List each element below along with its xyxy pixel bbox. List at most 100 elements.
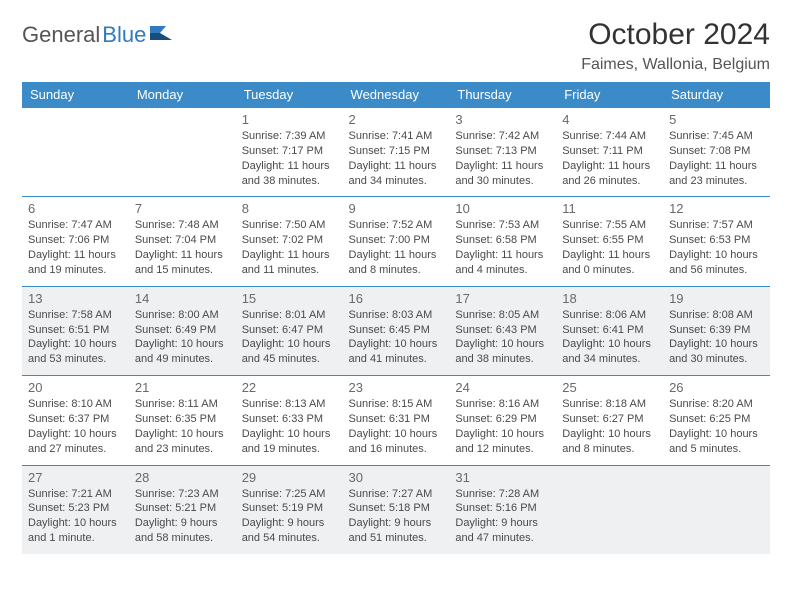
day-details: Sunrise: 7:50 AMSunset: 7:02 PMDaylight:… [242, 218, 337, 277]
calendar-day: 7Sunrise: 7:48 AMSunset: 7:04 PMDaylight… [129, 197, 236, 286]
weekday-row: SundayMondayTuesdayWednesdayThursdayFrid… [22, 82, 770, 108]
title-block: October 2024 Faimes, Wallonia, Belgium [581, 18, 770, 74]
day-number: 6 [28, 201, 123, 216]
day-number: 25 [562, 380, 657, 395]
brand-part2: Blue [102, 22, 146, 48]
day-number: 3 [455, 112, 550, 127]
calendar-day: 24 Sunrise: 8:16 AMSunset: 6:29 PMDayligh… [449, 376, 556, 465]
calendar-day [129, 108, 236, 197]
calendar-week: 1 Sunrise: 7:39 AMSunset: 7:17 PMDaylight… [22, 108, 770, 197]
calendar-body: 1 Sunrise: 7:39 AMSunset: 7:17 PMDaylight… [22, 108, 770, 554]
day-number: 16 [349, 291, 444, 306]
day-details: Sunrise: 8:15 AMSunset: 6:31 PMDaylight:… [349, 397, 444, 456]
day-number: 30 [349, 470, 444, 485]
day-details: Sunrise: 7:25 AMSunset: 5:19 PMDaylight:… [242, 487, 337, 546]
day-number: 5 [669, 112, 764, 127]
weekday-header: Wednesday [343, 82, 450, 108]
day-number: 22 [242, 380, 337, 395]
calendar-day: 10 Sunrise: 7:53 AMSunset: 6:58 PMDayligh… [449, 197, 556, 286]
month-title: October 2024 [581, 18, 770, 52]
weekday-header: Tuesday [236, 82, 343, 108]
calendar-day: 23 Sunrise: 8:15 AMSunset: 6:31 PMDayligh… [343, 376, 450, 465]
calendar-week: 20 Sunrise: 8:10 AMSunset: 6:37 PMDayligh… [22, 376, 770, 465]
calendar-day: 27 Sunrise: 7:21 AMSunset: 5:23 PMDayligh… [22, 465, 129, 554]
calendar-day: 13Sunrise: 7:58 AMSunset: 6:51 PMDayligh… [22, 286, 129, 375]
day-details: Sunrise: 8:13 AMSunset: 6:33 PMDaylight:… [242, 397, 337, 456]
day-number: 9 [349, 201, 444, 216]
brand-logo: GeneralBlue [22, 18, 174, 48]
calendar-day: 31 Sunrise: 7:28 AMSunset: 5:16 PMDayligh… [449, 465, 556, 554]
day-number: 23 [349, 380, 444, 395]
day-number: 31 [455, 470, 550, 485]
day-details: Sunrise: 7:58 AMSunset: 6:51 PMDaylight:… [28, 308, 123, 367]
day-details: Sunrise: 7:21 AMSunset: 5:23 PMDaylight:… [28, 487, 123, 546]
calendar-day: 25 Sunrise: 8:18 AMSunset: 6:27 PMDayligh… [556, 376, 663, 465]
day-number: 20 [28, 380, 123, 395]
day-details: Sunrise: 8:10 AMSunset: 6:37 PMDaylight:… [28, 397, 123, 456]
calendar-day: 2Sunrise: 7:41 AMSunset: 7:15 PMDaylight… [343, 108, 450, 197]
day-details: Sunrise: 7:23 AMSunset: 5:21 PMDaylight:… [135, 487, 230, 546]
calendar-day: 12Sunrise: 7:57 AMSunset: 6:53 PMDayligh… [663, 197, 770, 286]
day-details: Sunrise: 7:44 AMSunset: 7:11 PMDaylight:… [562, 129, 657, 188]
day-details: Sunrise: 8:20 AMSunset: 6:25 PMDaylight:… [669, 397, 764, 456]
day-number: 28 [135, 470, 230, 485]
calendar-week: 27 Sunrise: 7:21 AMSunset: 5:23 PMDayligh… [22, 465, 770, 554]
calendar-day: 17 Sunrise: 8:05 AMSunset: 6:43 PMDayligh… [449, 286, 556, 375]
day-details: Sunrise: 7:42 AMSunset: 7:13 PMDaylight:… [455, 129, 550, 188]
calendar-day: 1 Sunrise: 7:39 AMSunset: 7:17 PMDaylight… [236, 108, 343, 197]
day-number: 21 [135, 380, 230, 395]
day-details: Sunrise: 7:52 AMSunset: 7:00 PMDaylight:… [349, 218, 444, 277]
calendar-day [663, 465, 770, 554]
day-details: Sunrise: 7:53 AMSunset: 6:58 PMDaylight:… [455, 218, 550, 277]
day-details: Sunrise: 8:00 AMSunset: 6:49 PMDaylight:… [135, 308, 230, 367]
day-number: 27 [28, 470, 123, 485]
calendar-day: 11Sunrise: 7:55 AMSunset: 6:55 PMDayligh… [556, 197, 663, 286]
day-details: Sunrise: 8:18 AMSunset: 6:27 PMDaylight:… [562, 397, 657, 456]
day-number: 8 [242, 201, 337, 216]
weekday-header: Monday [129, 82, 236, 108]
day-details: Sunrise: 8:06 AMSunset: 6:41 PMDaylight:… [562, 308, 657, 367]
day-number: 15 [242, 291, 337, 306]
day-details: Sunrise: 8:08 AMSunset: 6:39 PMDaylight:… [669, 308, 764, 367]
day-details: Sunrise: 7:27 AMSunset: 5:18 PMDaylight:… [349, 487, 444, 546]
calendar-day: 3 Sunrise: 7:42 AMSunset: 7:13 PMDaylight… [449, 108, 556, 197]
weekday-header: Saturday [663, 82, 770, 108]
day-number: 4 [562, 112, 657, 127]
calendar-day: 5 Sunrise: 7:45 AMSunset: 7:08 PMDaylight… [663, 108, 770, 197]
header: GeneralBlue October 2024 Faimes, Walloni… [22, 18, 770, 74]
flag-icon [150, 22, 174, 48]
calendar-day [556, 465, 663, 554]
weekday-header: Friday [556, 82, 663, 108]
calendar-day: 19Sunrise: 8:08 AMSunset: 6:39 PMDayligh… [663, 286, 770, 375]
day-number: 2 [349, 112, 444, 127]
day-details: Sunrise: 7:47 AMSunset: 7:06 PMDaylight:… [28, 218, 123, 277]
day-number: 12 [669, 201, 764, 216]
day-number: 26 [669, 380, 764, 395]
calendar-day: 26 Sunrise: 8:20 AMSunset: 6:25 PMDayligh… [663, 376, 770, 465]
calendar-week: 13Sunrise: 7:58 AMSunset: 6:51 PMDayligh… [22, 286, 770, 375]
calendar-day: 22 Sunrise: 8:13 AMSunset: 6:33 PMDayligh… [236, 376, 343, 465]
day-number: 14 [135, 291, 230, 306]
day-number: 24 [455, 380, 550, 395]
calendar-day: 6 Sunrise: 7:47 AMSunset: 7:06 PMDaylight… [22, 197, 129, 286]
calendar-day: 30 Sunrise: 7:27 AMSunset: 5:18 PMDayligh… [343, 465, 450, 554]
day-details: Sunrise: 7:45 AMSunset: 7:08 PMDaylight:… [669, 129, 764, 188]
calendar-day: 20 Sunrise: 8:10 AMSunset: 6:37 PMDayligh… [22, 376, 129, 465]
calendar-day: 16Sunrise: 8:03 AMSunset: 6:45 PMDayligh… [343, 286, 450, 375]
day-number: 18 [562, 291, 657, 306]
day-details: Sunrise: 7:39 AMSunset: 7:17 PMDaylight:… [242, 129, 337, 188]
day-number: 7 [135, 201, 230, 216]
day-details: Sunrise: 7:28 AMSunset: 5:16 PMDaylight:… [455, 487, 550, 546]
day-number: 10 [455, 201, 550, 216]
calendar-week: 6 Sunrise: 7:47 AMSunset: 7:06 PMDaylight… [22, 197, 770, 286]
day-details: Sunrise: 8:05 AMSunset: 6:43 PMDaylight:… [455, 308, 550, 367]
calendar-day [22, 108, 129, 197]
calendar-day: 28 Sunrise: 7:23 AMSunset: 5:21 PMDayligh… [129, 465, 236, 554]
day-number: 1 [242, 112, 337, 127]
calendar-day: 9 Sunrise: 7:52 AMSunset: 7:00 PMDaylight… [343, 197, 450, 286]
day-details: Sunrise: 8:16 AMSunset: 6:29 PMDaylight:… [455, 397, 550, 456]
calendar-day: 8 Sunrise: 7:50 AMSunset: 7:02 PMDaylight… [236, 197, 343, 286]
day-number: 17 [455, 291, 550, 306]
calendar-table: SundayMondayTuesdayWednesdayThursdayFrid… [22, 82, 770, 554]
calendar-day: 14 Sunrise: 8:00 AMSunset: 6:49 PMDayligh… [129, 286, 236, 375]
